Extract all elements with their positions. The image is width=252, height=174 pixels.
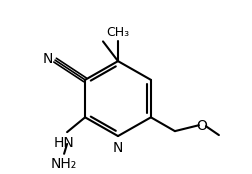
Text: O: O [196,119,207,133]
Text: CH₃: CH₃ [106,26,129,39]
Text: N: N [112,141,123,155]
Text: NH₂: NH₂ [51,157,77,171]
Text: N: N [43,52,53,66]
Text: HN: HN [53,136,74,150]
